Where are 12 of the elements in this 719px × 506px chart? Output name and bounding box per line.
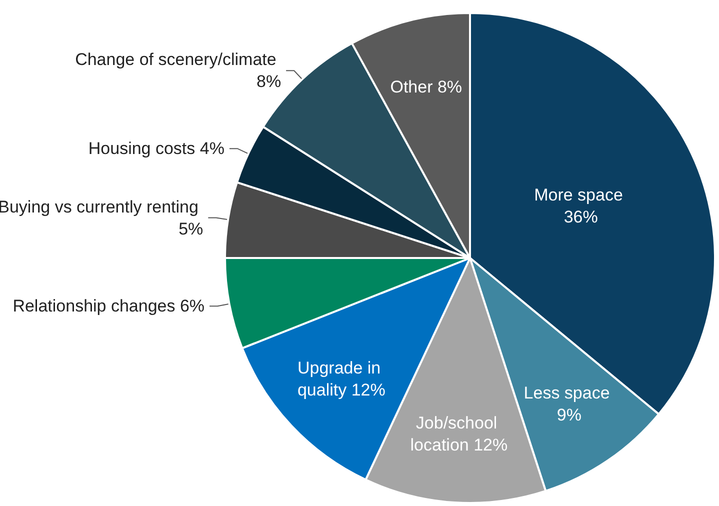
data-label: 5% [178, 219, 204, 238]
data-label: 9% [556, 405, 582, 424]
slice-label: Job/school location 12% [410, 414, 508, 455]
data-label: 36% [564, 207, 598, 226]
slice-label: More space [534, 185, 628, 204]
slice-label: Less space [524, 383, 615, 402]
slice-label: Housing costs 4% [88, 139, 224, 158]
data-label: 8% [256, 72, 282, 92]
slice-label: Other 8% [390, 78, 462, 97]
slice-label: Relationship changes 6% [12, 296, 205, 316]
slice-label: Upgrade in quality 12% [297, 358, 386, 400]
slice-label: Change of scenery/climate [75, 50, 282, 70]
